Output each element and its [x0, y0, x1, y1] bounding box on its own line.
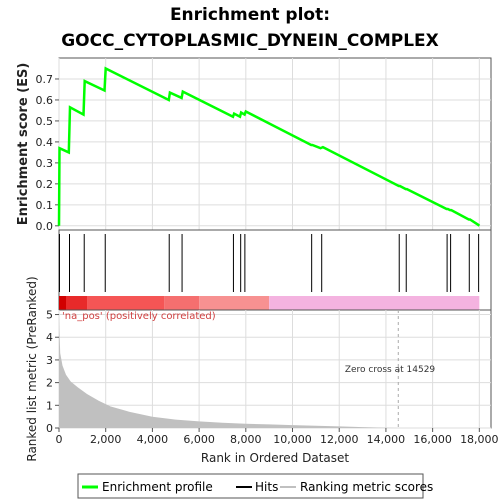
ranking-metric-area	[59, 316, 480, 428]
rk-ytick-label: 3	[46, 354, 53, 367]
enrichment-y-ticks: 0.0 0.1 0.2 0.3 0.4 0.5 0.6 0.7	[36, 73, 59, 233]
rk-xtick-label: 18,000	[460, 433, 499, 446]
es-ytick-label: 0.2	[36, 178, 54, 191]
rk-xtick-label: 12,000	[320, 433, 359, 446]
chart-title-line2: GOCC_CYTOPLASMIC_DYNEIN_COMPLEX	[61, 31, 439, 51]
enrichment-y-axis-label: Enrichment score (ES)	[16, 63, 31, 226]
legend-hits-label: Hits	[255, 480, 278, 494]
heat-bar-segment	[59, 296, 67, 310]
rk-ytick-label: 5	[46, 309, 53, 322]
rk-xtick-label: 14,000	[367, 433, 406, 446]
es-ytick-label: 0.4	[36, 136, 54, 149]
ranking-x-axis-label: Rank in Ordered Dataset	[201, 451, 349, 465]
heat-bar-segment	[199, 296, 270, 310]
ranking-panel-frame	[58, 309, 492, 429]
rk-xtick-label: 4,000	[137, 433, 169, 446]
rk-xtick-label: 10,000	[273, 433, 312, 446]
enrichment-panel-frame	[58, 57, 492, 231]
es-ytick-label: 0.3	[36, 157, 54, 170]
rk-ytick-label: 0	[46, 422, 53, 435]
legend: Enrichment profile Hits Ranking metric s…	[77, 473, 433, 499]
heat-bar-segment	[66, 296, 88, 310]
es-ytick-label: 0.5	[36, 115, 54, 128]
es-ytick-label: 0.7	[36, 73, 54, 86]
hits-markers	[58, 234, 480, 292]
ranking-x-ticks: 0 2,000 4,000 6,000 8,000 10,000 12,000 14,000 1…	[56, 428, 499, 446]
rk-xtick-label: 0	[56, 433, 63, 446]
enrichment-grid	[58, 58, 491, 230]
es-ytick-label: 0.0	[36, 220, 54, 233]
ranking-y-axis-label: Ranked list metric (PreRanked)	[25, 276, 39, 461]
heat-bar-segment	[164, 296, 200, 310]
heat-bar-segment	[269, 296, 480, 310]
rk-ytick-label: 2	[46, 377, 53, 390]
rk-xtick-label: 16,000	[413, 433, 452, 446]
ranking-grid	[58, 310, 491, 429]
rk-xtick-label: 2,000	[90, 433, 122, 446]
rk-ytick-label: 1	[46, 399, 53, 412]
es-ytick-label: 0.1	[36, 199, 54, 212]
ranked-list-heat-bar	[59, 296, 480, 310]
es-ytick-label: 0.6	[36, 94, 54, 107]
rk-xtick-label: 6,000	[183, 433, 215, 446]
enrichment-profile-line	[57, 66, 481, 227]
ranking-y-ticks: 0 1 2 3 4 5	[46, 309, 59, 435]
legend-enrichment-label: Enrichment profile	[102, 480, 213, 494]
rk-xtick-label: 8,000	[230, 433, 262, 446]
chart-title-line1: Enrichment plot:	[170, 5, 330, 25]
legend-ranking-label: Ranking metric scores	[300, 480, 433, 494]
positive-correlation-label: 'na_pos' (positively correlated)	[62, 311, 216, 322]
rk-ytick-label: 4	[46, 331, 53, 344]
zero-cross-label: Zero cross at 14529	[345, 365, 436, 375]
heat-bar-segment	[87, 296, 165, 310]
